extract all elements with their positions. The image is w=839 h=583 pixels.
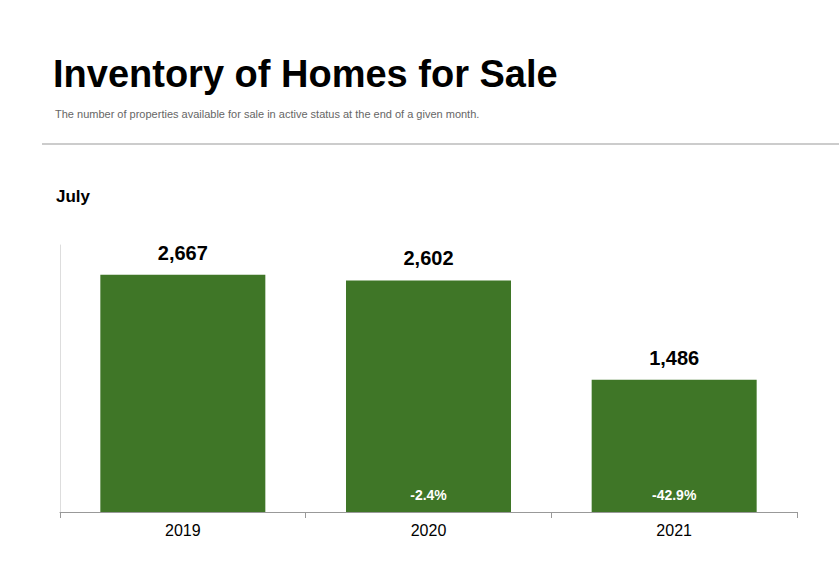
svg-text:1,486: 1,486 — [649, 347, 699, 369]
svg-text:The number of properties avail: The number of properties available for s… — [55, 108, 479, 120]
svg-text:July: July — [56, 187, 91, 206]
svg-text:-2.4%: -2.4% — [410, 487, 447, 503]
svg-text:-42.9%: -42.9% — [652, 487, 697, 503]
svg-text:Inventory of Homes for Sale: Inventory of Homes for Sale — [53, 53, 558, 95]
svg-text:2020: 2020 — [411, 522, 447, 539]
svg-text:2021: 2021 — [656, 522, 692, 539]
svg-text:2,667: 2,667 — [158, 242, 208, 264]
svg-text:2019: 2019 — [165, 522, 201, 539]
svg-text:2,602: 2,602 — [403, 247, 453, 269]
